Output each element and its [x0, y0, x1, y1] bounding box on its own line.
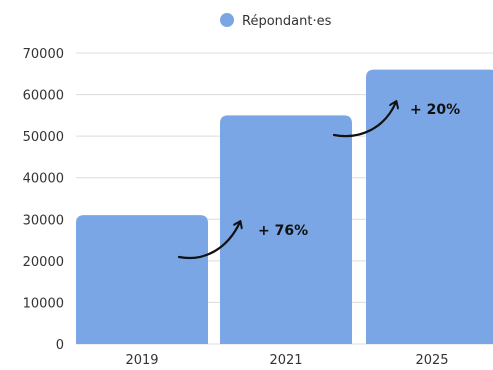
x-tick-label: 2019 — [125, 353, 158, 368]
y-tick-label: 10000 — [23, 296, 64, 311]
growth-label: + 76% — [258, 223, 308, 239]
y-tick-label: 50000 — [23, 130, 64, 145]
y-tick-label: 0 — [56, 338, 64, 353]
y-tick-label: 30000 — [23, 213, 64, 228]
legend: Répondant·es — [220, 13, 332, 29]
y-tick-label: 60000 — [23, 89, 64, 104]
growth-label: + 20% — [410, 102, 460, 118]
bar-2019 — [76, 215, 208, 344]
y-tick-label: 40000 — [23, 172, 64, 187]
growth-arrow — [177, 222, 240, 260]
bar-2021 — [220, 115, 352, 344]
y-tick-label: 70000 — [23, 47, 64, 62]
x-axis-ticks: 2019 2021 2025 — [125, 353, 448, 368]
legend-label: Répondant·es — [242, 14, 332, 29]
y-tick-label: 20000 — [23, 255, 64, 270]
growth-arrow — [332, 102, 396, 138]
y-axis-ticks: 0 10000 20000 30000 40000 50000 60000 70000 — [23, 47, 64, 353]
legend-marker — [220, 13, 234, 27]
x-tick-label: 2021 — [269, 353, 302, 368]
growth-annotations: + 76% + 20% — [177, 102, 460, 260]
x-tick-label: 2025 — [415, 353, 448, 368]
bars — [76, 69, 493, 344]
bar-2025 — [366, 69, 493, 344]
